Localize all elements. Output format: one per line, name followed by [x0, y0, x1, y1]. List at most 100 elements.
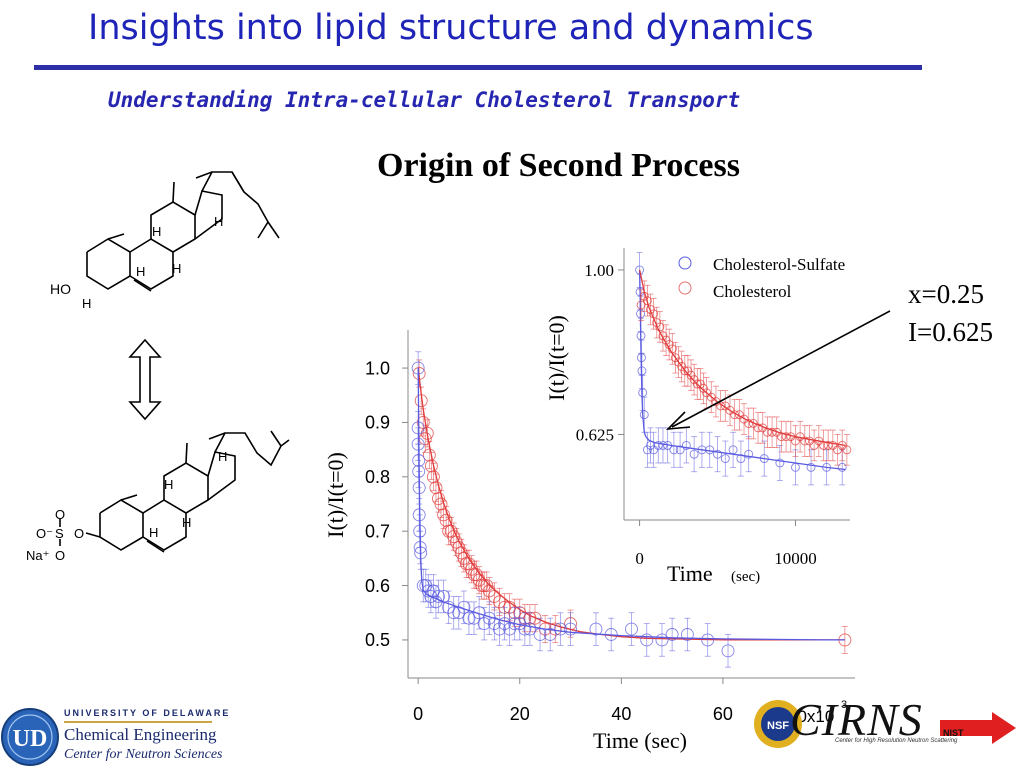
y-tick-label: 0.5 [365, 630, 390, 650]
data-point [462, 611, 476, 625]
data-point [720, 454, 730, 464]
data-point [477, 617, 491, 631]
inset-y-axis-label: I(t)/I(t=0) [544, 315, 569, 401]
data-point [434, 497, 448, 511]
data-point [736, 454, 746, 464]
nsf-seal-text: NSF [767, 720, 789, 732]
y-tick-label: 0.8 [365, 467, 390, 487]
data-point [639, 410, 649, 420]
data-point [642, 296, 652, 306]
slide-subtitle: Understanding Intra-cellular Cholesterol… [108, 88, 741, 112]
data-point [655, 633, 669, 647]
y-tick-label: 0.625 [576, 425, 614, 444]
data-point [416, 579, 430, 593]
data-point [800, 436, 810, 446]
legend-label-cholesterol-sulfate: Cholesterol-Sulfate [713, 255, 845, 274]
nsf-seal-icon: NSF [754, 700, 802, 748]
x-tick-label: 0 [413, 704, 423, 724]
y-tick-label: 0.6 [365, 576, 390, 596]
y-tick-label: 0.9 [365, 413, 390, 433]
main-chart-axes: 0.5 0.6 0.7 0.8 0.9 1.0 0 20 40 60 [365, 330, 855, 724]
x-tick-label: 20 [510, 704, 530, 724]
series-0 [412, 359, 852, 654]
legend-label-cholesterol: Cholesterol [713, 282, 792, 301]
nist-text: NIST [943, 728, 964, 738]
red-arrow-icon [940, 712, 1016, 744]
data-point [842, 445, 852, 455]
data-point [681, 440, 691, 450]
data-point [625, 622, 638, 636]
data-point [447, 606, 461, 620]
data-point [411, 437, 425, 451]
y-tick-label: 0.7 [365, 521, 390, 541]
inset-chart-axes: 0.625 1.00 0 10000 [576, 248, 850, 568]
sulfate-h-label: H [182, 515, 191, 530]
cholesterol-h-label: H [82, 296, 91, 311]
title-rule [34, 65, 922, 70]
data-point [692, 379, 702, 389]
data-point [589, 622, 603, 636]
data-point [675, 445, 685, 455]
cholesterol-h-label: H [214, 214, 223, 229]
sodium-label: Na⁺ [26, 548, 49, 563]
data-point [686, 370, 696, 380]
main-x-exponent-power: 3 [841, 699, 847, 711]
cholesterol-h-label: H [152, 224, 161, 239]
sulfate-o-label: O [74, 526, 84, 541]
data-point [422, 448, 436, 462]
double-arrow-vertical-icon [128, 338, 162, 421]
data-point [721, 644, 735, 658]
series-1 [636, 269, 852, 466]
data-point [653, 440, 663, 450]
data-point [699, 383, 708, 393]
ud-logo-text: UD [13, 726, 48, 752]
data-point [439, 513, 453, 527]
data-point [508, 617, 522, 631]
data-point [689, 449, 699, 459]
legend-marker-cholesterol-sulfate [678, 256, 692, 270]
inset-x-axis-unit: (sec) [731, 569, 760, 585]
main-x-axis-label: Time (sec) [593, 728, 687, 753]
data-point [837, 462, 847, 472]
data-point [487, 617, 501, 631]
sulfate-o-minus-label: O⁻ [36, 526, 53, 541]
data-point [689, 375, 699, 385]
sulfate-o-label: O [55, 507, 65, 522]
data-point [498, 617, 511, 631]
data-point [680, 366, 690, 376]
department-name: Chemical Engineering [64, 725, 217, 744]
series-1 [411, 351, 845, 668]
data-point [492, 595, 506, 609]
cholesterol-ho-label: HO [50, 281, 71, 297]
data-point [523, 622, 537, 636]
x-tick-label: 60 [713, 704, 733, 724]
fit-line [417, 368, 845, 641]
data-point [677, 362, 687, 371]
data-point [658, 331, 668, 341]
data-point [753, 423, 763, 433]
data-point [429, 481, 443, 495]
data-point [564, 622, 577, 636]
section-heading: Origin of Second Process [377, 147, 740, 184]
series-0 [635, 251, 847, 486]
data-point [646, 304, 655, 314]
data-point [426, 470, 440, 484]
footer-rule [64, 721, 212, 723]
data-point [636, 300, 646, 310]
x-tick-label: 0 [635, 549, 644, 568]
legend-marker-cholesterol [678, 281, 692, 295]
x-tick-label: 10000 [774, 549, 817, 568]
data-point [730, 410, 740, 420]
fit-line [417, 368, 845, 641]
ud-logo-icon [1, 708, 59, 766]
annotation-i-value: I=0.625 [908, 317, 993, 347]
x-tick-label: 40 [611, 704, 631, 724]
data-point [744, 419, 754, 428]
data-point [670, 353, 680, 363]
data-point [472, 606, 486, 620]
